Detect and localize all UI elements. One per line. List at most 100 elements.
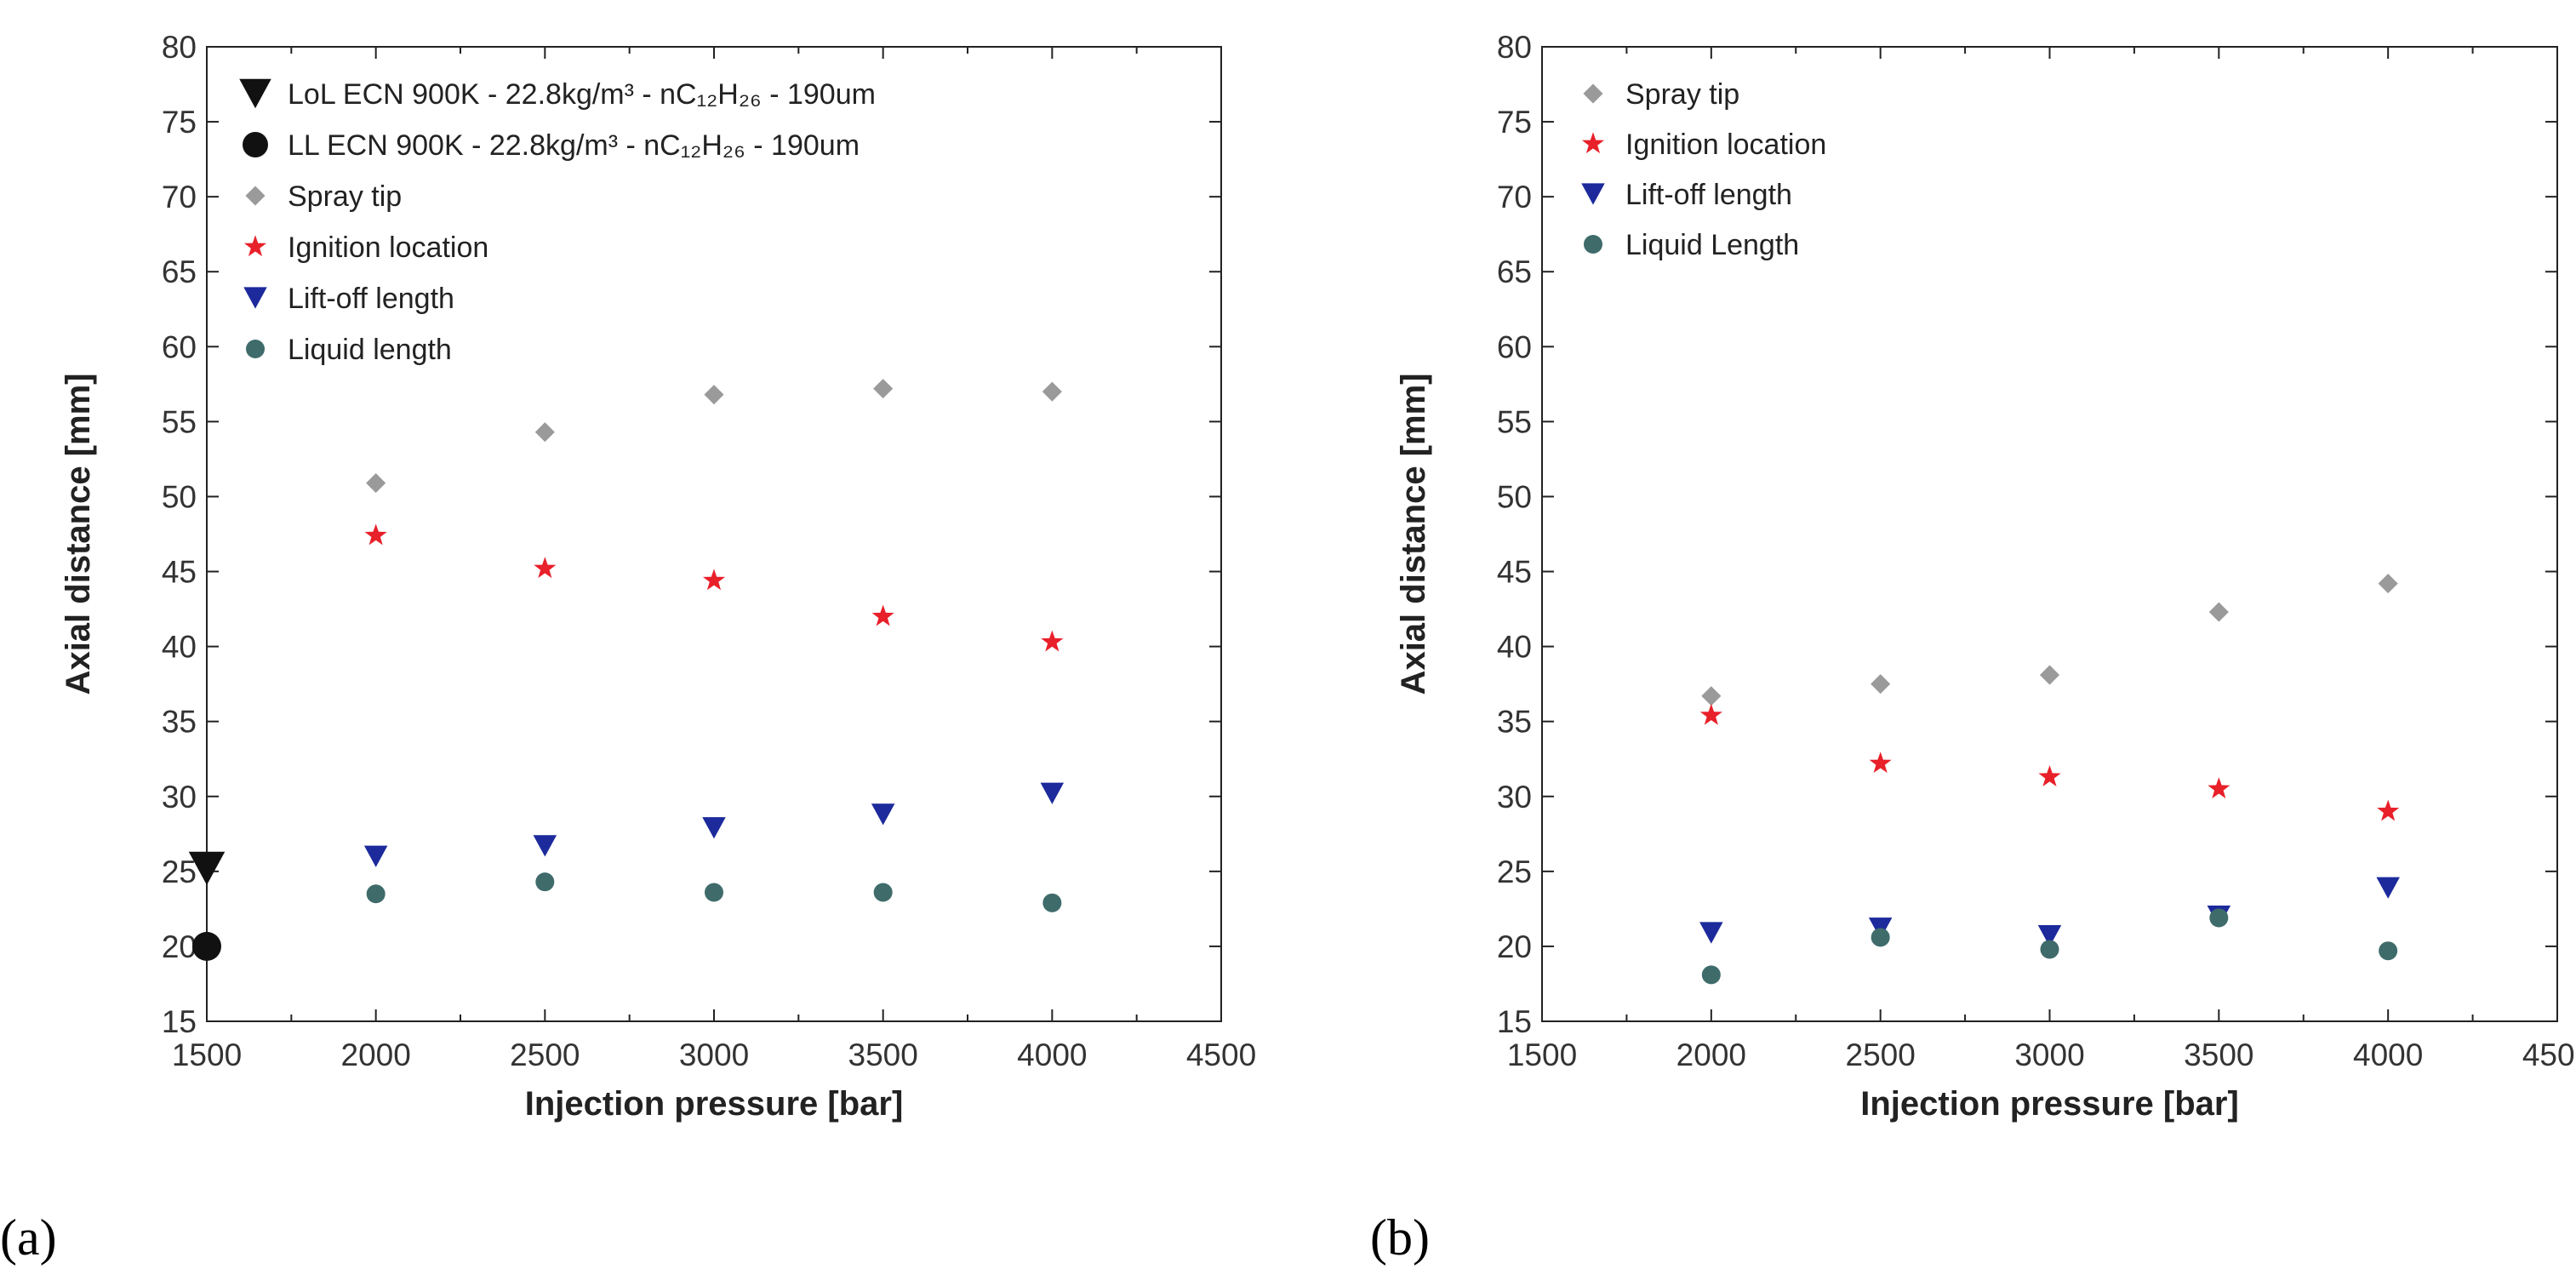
data-point	[534, 557, 557, 579]
legend-label: LoL ECN 900K - 22.8kg/m³ - nC₁₂H₂₆ - 190…	[288, 78, 876, 111]
data-point	[2377, 799, 2400, 821]
x-tick-label: 4000	[2353, 1037, 2423, 1072]
y-tick-label: 40	[162, 630, 197, 665]
data-point	[1869, 752, 1892, 774]
legend-label: LL ECN 900K - 22.8kg/m³ - nC₁₂H₂₆ - 190u…	[288, 129, 860, 162]
x-tick-label: 1500	[1507, 1037, 1577, 1072]
y-axis-title: Axial distance [mm]	[1395, 374, 1432, 695]
y-tick-label: 80	[162, 30, 197, 65]
x-tick-label: 4000	[1017, 1037, 1087, 1072]
y-tick-label: 30	[162, 780, 197, 814]
data-point	[2038, 765, 2061, 786]
y-tick-label: 70	[162, 180, 197, 214]
legend-marker	[243, 235, 267, 257]
chart-panel-a: 15 20 25 30 35 40 45 50 55 60 65 70 75 80 1500 2000 2500…	[0, 0, 1277, 1192]
data-point	[2376, 877, 2400, 899]
data-point	[2208, 777, 2230, 799]
y-axis-title: Axial distance [mm]	[60, 374, 97, 695]
x-axis-title: Injection pressure [bar]	[525, 1085, 904, 1123]
data-point	[704, 385, 724, 405]
legend-label: Ignition location	[288, 231, 488, 264]
data-point	[705, 883, 723, 902]
data-point	[1871, 674, 1891, 694]
x-tick-label: 2000	[341, 1037, 411, 1072]
y-tick-label: 70	[1497, 180, 1532, 214]
y-tick-label: 15	[162, 1004, 197, 1039]
legend-label: Lift-off length	[288, 283, 454, 315]
data-point	[702, 817, 726, 839]
data-point	[873, 883, 893, 902]
data-point	[188, 851, 226, 885]
panel-label-b: (b)	[1370, 1209, 1430, 1266]
data-point	[871, 803, 895, 826]
x-axis-title: Injection pressure [bar]	[1860, 1085, 2239, 1123]
x-tick-label: 4500	[2522, 1037, 2576, 1072]
y-tick-label: 55	[162, 404, 197, 439]
chart-panel-b: 15 20 25 30 35 40 45 50 55 60 65 70 75 80 1500 2000 2500…	[1294, 0, 2576, 1192]
y-tick-label: 20	[1497, 929, 1532, 964]
x-tick-label: 3000	[679, 1037, 749, 1072]
legend-marker	[243, 132, 268, 157]
x-tick-label: 3500	[848, 1037, 918, 1072]
data-point	[1041, 630, 1064, 652]
x-tick-label: 3500	[2184, 1037, 2253, 1072]
legend-label: Liquid length	[288, 334, 452, 366]
data-point	[1701, 686, 1722, 706]
x-tick-label: 2500	[1846, 1037, 1916, 1072]
data-point	[873, 379, 894, 399]
y-tick-label: 25	[1497, 854, 1532, 889]
data-point	[1042, 893, 1062, 912]
data-point	[871, 604, 894, 626]
data-point	[702, 569, 726, 591]
data-point	[1701, 965, 1721, 985]
chart-a: 15 20 25 30 35 40 45 50 55 60 65 70 75 80 1500 2000 2500…	[60, 30, 1256, 1123]
y-tick-label: 25	[162, 854, 197, 889]
data-point	[2209, 908, 2229, 928]
data-point	[366, 473, 386, 494]
y-tick-label: 40	[1497, 630, 1532, 665]
legend-marker	[1584, 235, 1602, 254]
legend-marker	[1581, 132, 1605, 154]
y-tick-label: 15	[1497, 1004, 1532, 1039]
y-tick-label: 75	[162, 105, 197, 140]
data-point	[533, 835, 557, 857]
data-point	[1699, 703, 1722, 725]
y-tick-label: 50	[162, 479, 197, 514]
data-point	[2379, 941, 2398, 961]
data-point	[2378, 574, 2398, 594]
legend-marker	[1581, 183, 1605, 205]
data-point	[192, 931, 221, 961]
data-point	[2039, 665, 2060, 685]
legend-label: Spray tip	[1625, 78, 1739, 111]
y-tick-label: 60	[1497, 329, 1532, 364]
x-tick-label: 3000	[2014, 1037, 2084, 1072]
data-point	[1040, 782, 1065, 804]
legend-label: Lift-off length	[1625, 179, 1792, 211]
data-point	[534, 422, 555, 443]
data-point	[363, 845, 388, 867]
legend-marker	[1583, 83, 1603, 104]
data-point	[2040, 940, 2059, 959]
y-tick-label: 65	[1497, 254, 1532, 289]
data-point	[366, 884, 386, 904]
y-tick-label: 75	[1497, 105, 1532, 140]
legend-label: Spray tip	[288, 180, 402, 213]
data-point	[1699, 922, 1723, 944]
y-tick-label: 30	[1497, 780, 1532, 814]
x-tick-label: 4500	[1186, 1037, 1256, 1072]
chart-b: 15 20 25 30 35 40 45 50 55 60 65 70 75 80 1500 2000 2500…	[1395, 30, 2576, 1123]
data-point	[2037, 924, 2062, 947]
legend-marker	[239, 78, 271, 109]
panel-label-a: (a)	[0, 1209, 57, 1266]
y-tick-label: 80	[1497, 30, 1532, 65]
legend-label: Ignition location	[1625, 129, 1826, 161]
legend-label: Liquid Length	[1625, 229, 1799, 261]
y-tick-label: 60	[162, 329, 197, 364]
x-tick-label: 2500	[510, 1037, 580, 1072]
legend-marker	[246, 340, 265, 358]
data-point	[1042, 381, 1062, 402]
y-tick-label: 35	[162, 705, 197, 740]
legend-marker	[243, 287, 267, 309]
y-tick-label: 20	[162, 929, 197, 964]
legend-marker	[245, 186, 266, 206]
